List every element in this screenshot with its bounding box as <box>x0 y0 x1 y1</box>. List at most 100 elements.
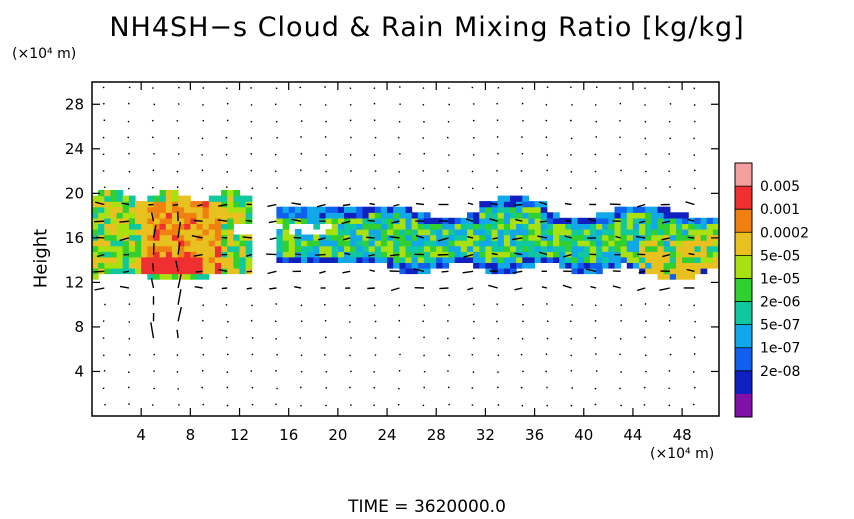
cloud-cell <box>110 245 118 252</box>
cloud-cell <box>614 240 622 247</box>
cloud-cell <box>344 240 351 247</box>
cloud-cell <box>147 234 154 241</box>
wind-vector <box>150 212 155 222</box>
cloud-cell <box>147 223 154 230</box>
cloud-cell <box>208 262 216 269</box>
cloud-cell <box>153 240 161 247</box>
wind-vector <box>226 320 229 323</box>
cloud-cell <box>620 206 628 213</box>
cloud-cell <box>632 262 640 269</box>
cloud-cell <box>497 217 505 224</box>
cloud-cell <box>571 229 579 236</box>
cloud-cell <box>135 245 142 252</box>
cloud-cell <box>522 245 529 252</box>
wind-vector <box>569 86 572 89</box>
cloud-cell <box>153 201 161 208</box>
cloud-cell <box>454 245 462 252</box>
cloud-cell <box>540 212 548 219</box>
cloud-cell <box>208 217 216 224</box>
wind-vector <box>423 304 426 307</box>
cloud-cell <box>430 262 437 269</box>
cloud-cell <box>393 245 400 252</box>
wind-vector <box>538 201 548 206</box>
cloud-cell <box>178 212 185 219</box>
cloud-cell <box>639 223 646 230</box>
cloud-cell <box>141 217 148 224</box>
cloud-cell <box>399 217 407 224</box>
wind-vector <box>202 119 205 122</box>
cloud-cell <box>116 190 124 197</box>
cloud-cell <box>657 223 665 230</box>
cloud-cell <box>393 256 400 263</box>
cloud-cell <box>227 240 234 247</box>
cloud-cell <box>676 262 683 269</box>
cloud-cell <box>411 262 419 269</box>
cloud-cell <box>589 223 597 230</box>
cloud-cell <box>214 223 222 230</box>
colorbar-swatch <box>735 186 752 210</box>
wind-vector <box>266 253 277 256</box>
wind-vector <box>275 337 278 340</box>
wind-vector <box>620 371 623 374</box>
cloud-cell <box>153 212 161 219</box>
cloud-cell <box>688 223 695 230</box>
cloud-cell <box>221 190 228 197</box>
wind-vector <box>393 203 400 207</box>
wind-vector <box>422 87 425 90</box>
cloud-cell <box>448 256 456 263</box>
wind-vector <box>251 403 254 406</box>
cloud-cell <box>423 212 431 219</box>
cloud-cell <box>233 201 241 208</box>
wind-vector <box>128 303 131 306</box>
cloud-cell <box>632 234 640 241</box>
colorbar-label: 1e-07 <box>760 341 800 357</box>
cloud-cell <box>227 256 234 263</box>
cloud-cell <box>485 245 493 252</box>
wind-vector <box>95 201 105 206</box>
cloud-cell <box>694 267 702 275</box>
cloud-cell <box>522 217 529 224</box>
cloud-cell <box>485 229 493 236</box>
cloud-cell <box>503 212 511 219</box>
cloud-cell <box>128 267 136 275</box>
cloud-cell <box>596 262 603 269</box>
wind-vector <box>151 87 154 90</box>
cloud-cell <box>319 256 327 263</box>
cloud-cell <box>682 256 689 263</box>
wind-vector <box>521 337 524 340</box>
wind-vector <box>668 404 671 407</box>
cloud-cell <box>104 267 111 275</box>
wind-vector <box>415 235 425 239</box>
cloud-cell <box>632 256 640 263</box>
wind-vector <box>191 235 203 239</box>
cloud-cell <box>116 256 124 263</box>
plot-frame <box>91 81 720 417</box>
cloud-cell <box>571 267 579 275</box>
cloud-cell <box>98 251 105 258</box>
cloud-cell <box>546 245 554 252</box>
cloud-cell <box>669 240 677 247</box>
cloud-cell <box>208 223 216 230</box>
cloud-cell <box>620 256 628 263</box>
cloud-cell <box>214 201 222 208</box>
wind-vector <box>422 169 425 172</box>
cloud-cell <box>510 217 517 224</box>
wind-vector <box>643 386 646 389</box>
cloud-cell <box>669 212 677 219</box>
wind-vector <box>201 187 204 190</box>
cloud-cell <box>122 234 130 241</box>
cloud-cell <box>92 267 99 275</box>
colorbar-label: 0.0002 <box>760 225 809 241</box>
wind-vector <box>511 237 523 241</box>
cloud-cell <box>135 206 142 213</box>
cloud-cell <box>171 201 179 208</box>
cloud-cell <box>356 245 363 252</box>
cloud-cell <box>577 240 585 247</box>
cloud-cell <box>128 262 136 269</box>
cloud-cell <box>325 212 333 219</box>
wind-vector <box>692 370 695 373</box>
cloud-cell <box>485 223 493 230</box>
cloud-cell <box>669 234 677 241</box>
cloud-cell <box>534 223 542 230</box>
cloud-cell <box>442 229 450 236</box>
